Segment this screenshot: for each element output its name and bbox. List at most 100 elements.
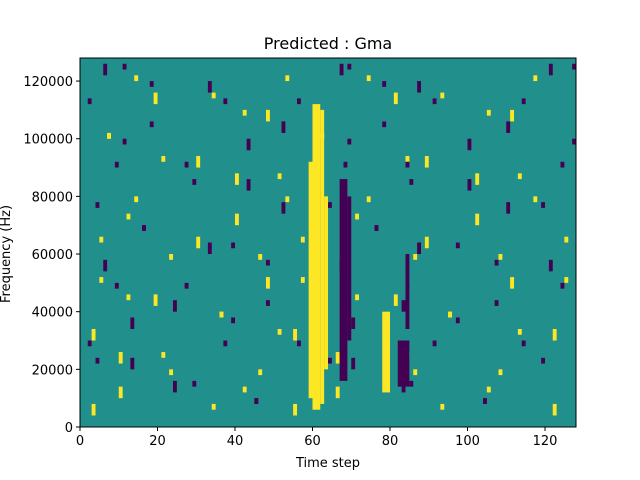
heatmap-cell <box>498 254 503 260</box>
heatmap-cell <box>328 202 332 208</box>
heatmap-cell <box>405 156 410 162</box>
heatmap-cell <box>95 357 100 364</box>
x-tick-label: 80 <box>382 434 399 449</box>
heatmap-cell <box>413 369 418 376</box>
heatmap-cell <box>297 340 301 347</box>
heatmap-band <box>347 196 352 341</box>
x-tick-label: 100 <box>455 434 480 449</box>
heatmap-cell <box>506 121 511 133</box>
heatmap-cell <box>122 138 127 145</box>
heatmap-cell <box>432 340 437 347</box>
heatmap-cell <box>455 317 460 324</box>
heatmap-cell <box>231 242 236 249</box>
heatmap-cell <box>242 109 247 116</box>
heatmap-cell <box>126 213 131 220</box>
heatmap-band <box>405 254 410 329</box>
heatmap-cell <box>467 179 472 191</box>
heatmap-cell <box>355 294 360 301</box>
heatmap-cell <box>498 369 503 376</box>
heatmap-cell <box>366 196 371 203</box>
heatmap-cell <box>169 369 174 376</box>
heatmap-band <box>339 179 348 381</box>
heatmap-cell <box>564 277 569 283</box>
heatmap-cell <box>114 282 119 289</box>
heatmap-cell <box>246 138 251 151</box>
heatmap-cell <box>440 403 445 410</box>
heatmap-cell <box>510 277 515 289</box>
y-tick-label: 60000 <box>32 248 73 263</box>
heatmap-cell <box>382 121 387 128</box>
heatmap-cell <box>173 300 177 312</box>
heatmap-cell <box>293 328 298 341</box>
heatmap-cell <box>517 173 522 180</box>
heatmap-cell <box>494 300 499 306</box>
y-axis-label: Frequency (Hz) <box>0 205 14 303</box>
heatmap-cell <box>235 213 239 226</box>
heatmap-cell <box>339 63 344 76</box>
heatmap-cell <box>266 109 270 122</box>
heatmap-cell <box>161 352 166 358</box>
heatmap-cell <box>393 92 398 105</box>
heatmap-cell <box>335 352 340 364</box>
heatmap-cell <box>374 225 379 231</box>
heatmap-cell <box>521 98 526 105</box>
heatmap-cell <box>560 282 565 289</box>
heatmap-cell <box>207 81 212 93</box>
heatmap-cell <box>405 161 410 168</box>
heatmap-cell <box>510 109 515 122</box>
heatmap-cell <box>118 352 123 364</box>
heatmap-cell <box>552 403 557 416</box>
plot-frame <box>79 57 577 428</box>
heatmap-cell <box>560 161 565 168</box>
heatmap-cell <box>103 63 108 76</box>
heatmap-cell <box>142 225 146 231</box>
heatmap-cell <box>254 398 259 404</box>
heatmap-cell <box>506 202 511 214</box>
heatmap-cell <box>192 380 197 387</box>
heatmap-cell <box>351 317 356 329</box>
heatmap-cell <box>107 132 112 139</box>
heatmap-cell <box>521 340 526 347</box>
heatmap-cell <box>285 75 290 82</box>
heatmap-cell <box>258 254 263 260</box>
heatmap-cell <box>409 179 414 185</box>
heatmap-cell <box>219 311 224 318</box>
heatmap-cell <box>184 161 189 168</box>
heatmap-cell <box>347 63 352 70</box>
heatmap-band <box>312 104 321 410</box>
y-tick-label: 40000 <box>32 306 73 321</box>
heatmap-cell <box>122 63 127 70</box>
heatmap-cell <box>91 328 96 341</box>
heatmap-cell <box>548 259 553 272</box>
heatmap-cell <box>134 196 139 203</box>
heatmap-cell <box>541 202 546 208</box>
heatmap-cell <box>533 196 538 203</box>
heatmap-cell <box>413 254 418 260</box>
heatmap-cell <box>134 75 139 82</box>
heatmap-cell <box>440 92 445 99</box>
heatmap-cell <box>448 311 453 318</box>
heatmap-cell <box>114 161 119 168</box>
heatmap-cell <box>335 386 340 399</box>
heatmap-cell <box>486 386 491 393</box>
heatmap-cell <box>517 328 522 335</box>
heatmap-cell <box>300 277 305 283</box>
heatmap-cell <box>246 179 251 191</box>
heatmap-cell <box>130 317 135 329</box>
heatmap-cell <box>281 121 286 133</box>
heatmap-cell <box>382 81 387 87</box>
heatmap-cell <box>91 403 96 416</box>
heatmap-cell <box>281 202 286 214</box>
x-tick-label: 60 <box>304 434 321 449</box>
heatmap-cell <box>297 98 301 105</box>
y-tick-label: 20000 <box>32 363 73 378</box>
heatmap-cell <box>417 242 422 255</box>
heatmap-cell <box>486 109 491 116</box>
heatmap-cell <box>95 202 100 208</box>
heatmap-cell <box>541 357 546 364</box>
heatmap-band <box>397 340 410 387</box>
heatmap-cell <box>118 386 123 399</box>
heatmap-cell <box>572 138 577 145</box>
heatmap-cell <box>196 236 201 249</box>
heatmap-band <box>308 161 313 399</box>
